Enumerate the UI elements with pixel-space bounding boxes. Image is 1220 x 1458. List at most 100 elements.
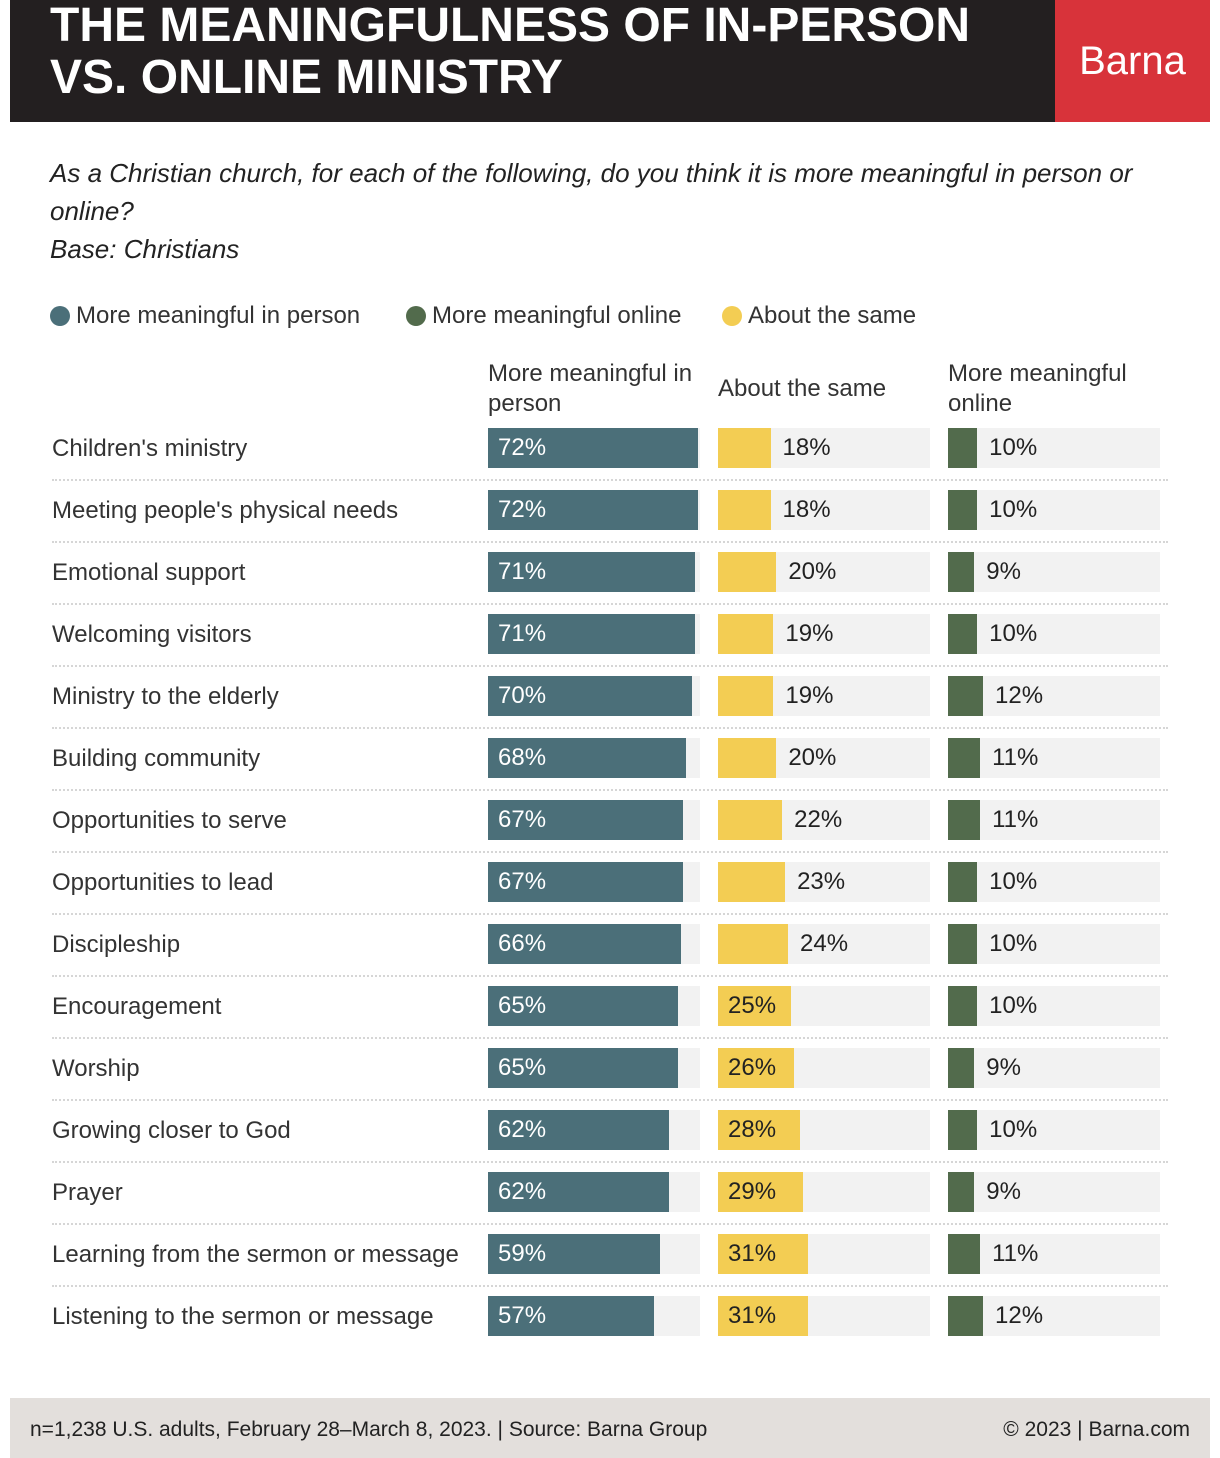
legend-swatch bbox=[50, 306, 70, 326]
value-label: 24% bbox=[800, 930, 849, 957]
value-label: 11% bbox=[992, 1240, 1039, 1267]
row-separator bbox=[52, 913, 1168, 915]
subtitle: As a Christian church, for each of the f… bbox=[50, 158, 1133, 226]
bar-track bbox=[948, 1048, 1160, 1088]
bar bbox=[718, 1296, 809, 1336]
row-separator bbox=[52, 851, 1168, 853]
bar-track bbox=[948, 552, 1160, 592]
row-separator bbox=[52, 1285, 1168, 1287]
bar bbox=[488, 1172, 669, 1212]
legend-swatch bbox=[406, 306, 426, 326]
row-separator bbox=[52, 727, 1168, 729]
bar bbox=[948, 676, 983, 716]
bar bbox=[718, 986, 791, 1026]
value-label: 70% bbox=[498, 682, 547, 709]
value-label: 12% bbox=[995, 1302, 1044, 1329]
value-label: 68% bbox=[498, 744, 547, 771]
bar bbox=[488, 924, 681, 964]
bar bbox=[948, 1110, 978, 1150]
bar-track bbox=[948, 924, 1160, 964]
value-label: 10% bbox=[989, 496, 1038, 523]
bar bbox=[718, 1110, 800, 1150]
bar bbox=[948, 1048, 975, 1088]
bar bbox=[718, 862, 786, 902]
value-label: 57% bbox=[498, 1302, 547, 1329]
bar bbox=[488, 428, 698, 468]
value-label: 31% bbox=[728, 1302, 777, 1329]
row-label: Building community bbox=[52, 744, 261, 772]
value-label: 10% bbox=[989, 930, 1038, 957]
value-label: 9% bbox=[986, 558, 1021, 585]
value-label: 19% bbox=[785, 682, 834, 709]
legend-item: More meaningful online bbox=[406, 302, 681, 330]
value-label: 22% bbox=[794, 806, 843, 833]
legend-label: More meaningful in person bbox=[76, 302, 361, 329]
bar-track bbox=[948, 428, 1160, 468]
row-label: Prayer bbox=[52, 1178, 123, 1206]
value-label: 66% bbox=[498, 930, 547, 957]
value-label: 11% bbox=[992, 744, 1039, 771]
bar-track bbox=[948, 1172, 1160, 1212]
value-label: 59% bbox=[498, 1240, 547, 1267]
bar bbox=[948, 862, 978, 902]
row-separator bbox=[52, 975, 1168, 977]
value-label: 23% bbox=[797, 868, 846, 895]
value-label: 62% bbox=[498, 1116, 547, 1143]
header-band: THE MEANINGFULNESS OF IN-PERSON VS. ONLI… bbox=[10, 0, 1210, 122]
legend-swatch bbox=[722, 306, 742, 326]
value-label: 10% bbox=[989, 868, 1038, 895]
column-header: About the same bbox=[718, 375, 887, 402]
bar bbox=[718, 428, 771, 468]
bar-track bbox=[948, 1110, 1160, 1150]
bar bbox=[488, 1296, 655, 1336]
row-separator bbox=[52, 1037, 1168, 1039]
base-note: Base: Christians bbox=[50, 234, 240, 264]
bar bbox=[948, 800, 981, 840]
row-separator bbox=[52, 665, 1168, 667]
bar bbox=[718, 1172, 803, 1212]
row-label: Worship bbox=[52, 1054, 140, 1082]
row-label: Children's ministry bbox=[52, 434, 248, 462]
value-label: 19% bbox=[785, 620, 834, 647]
value-label: 67% bbox=[498, 868, 547, 895]
legend-label: More meaningful online bbox=[432, 302, 682, 329]
row-separator bbox=[52, 1223, 1168, 1225]
bar bbox=[948, 428, 978, 468]
row-label: Opportunities to lead bbox=[52, 868, 274, 896]
row-label: Meeting people's physical needs bbox=[52, 496, 399, 524]
value-label: 28% bbox=[728, 1116, 777, 1143]
value-label: 20% bbox=[788, 744, 837, 771]
row-label: Learning from the sermon or message bbox=[52, 1240, 459, 1268]
row-label: Discipleship bbox=[52, 930, 181, 958]
value-label: 31% bbox=[728, 1240, 777, 1267]
value-label: 20% bbox=[788, 558, 837, 585]
bar-track bbox=[948, 738, 1160, 778]
bar-track bbox=[948, 1296, 1160, 1336]
bar bbox=[718, 800, 783, 840]
value-label: 12% bbox=[995, 682, 1044, 709]
row-separator bbox=[52, 789, 1168, 791]
bar bbox=[718, 738, 777, 778]
value-label: 71% bbox=[498, 558, 547, 585]
bar-track bbox=[948, 986, 1160, 1026]
bar bbox=[488, 862, 684, 902]
value-label: 11% bbox=[992, 806, 1039, 833]
bar bbox=[948, 490, 978, 530]
value-label: 72% bbox=[498, 496, 547, 523]
legend-label: About the same bbox=[748, 302, 917, 329]
bar bbox=[488, 1234, 661, 1274]
bar bbox=[488, 738, 687, 778]
bar bbox=[718, 1234, 809, 1274]
row-separator bbox=[52, 479, 1168, 481]
bar bbox=[948, 1172, 975, 1212]
bar bbox=[718, 552, 777, 592]
row-separator bbox=[52, 541, 1168, 543]
value-label: 62% bbox=[498, 1178, 547, 1205]
bar bbox=[488, 986, 678, 1026]
bar bbox=[948, 552, 975, 592]
legend-item: About the same bbox=[722, 302, 916, 330]
value-label: 10% bbox=[989, 620, 1038, 647]
value-label: 65% bbox=[498, 1054, 547, 1081]
bar bbox=[718, 924, 788, 964]
